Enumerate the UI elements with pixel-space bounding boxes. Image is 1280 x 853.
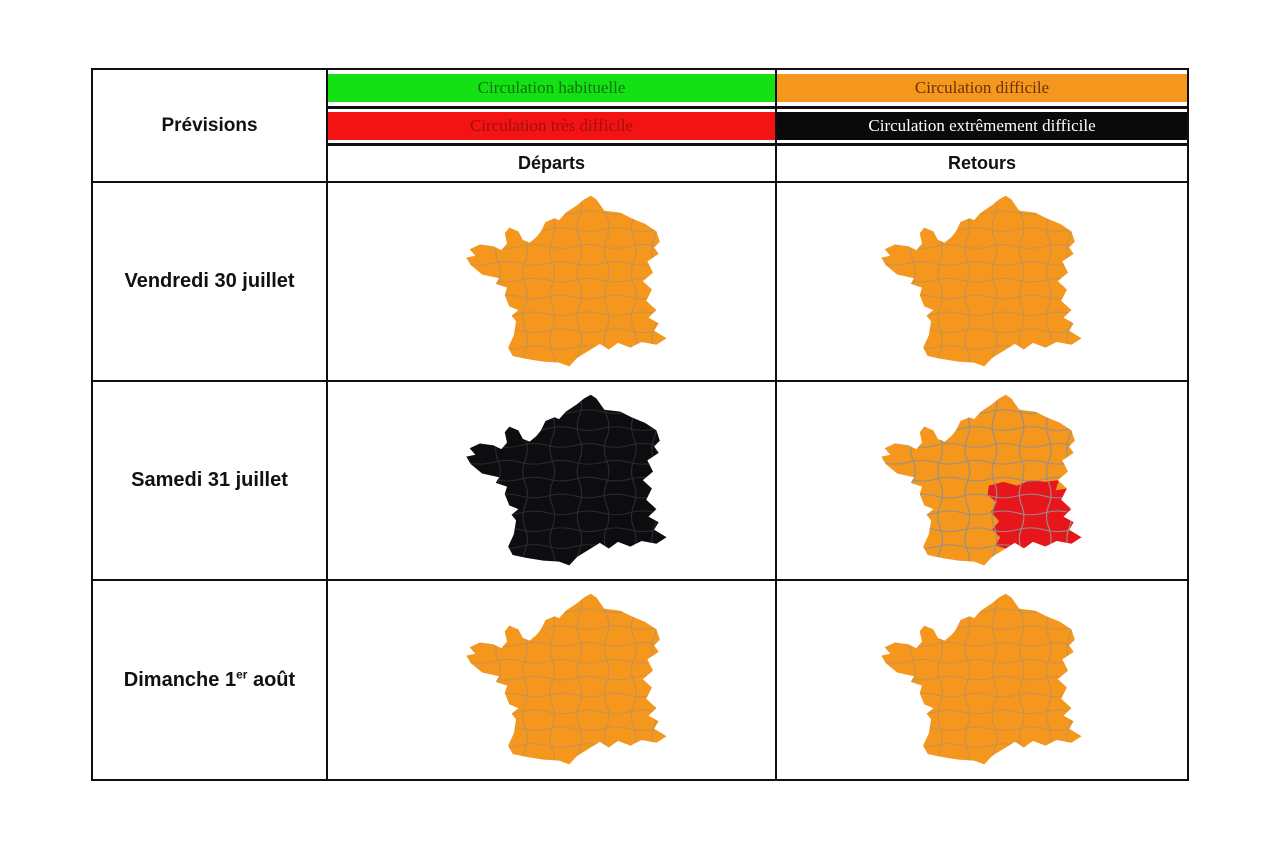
map-cell-dimanche-departs <box>328 581 777 779</box>
map-cell-samedi-retours <box>777 382 1187 581</box>
legend-label: Circulation extrêmement difficile <box>868 116 1096 135</box>
departs-column-header: Départs <box>328 146 777 181</box>
france-map-samedi-departs <box>465 394 667 565</box>
previsions-header: Prévisions <box>93 70 328 183</box>
row-label-dimanche-1er-aout: Dimanche 1er août <box>93 581 328 779</box>
previsions-label: Prévisions <box>161 114 258 136</box>
france-map-vendredi-retours <box>881 195 1082 366</box>
map-cell-samedi-departs <box>328 382 777 581</box>
legend-item-circulation-extremement-difficile: Circulation extrêmement difficile <box>777 112 1187 140</box>
map-cell-dimanche-retours <box>777 581 1187 779</box>
legend-divider <box>328 106 1187 109</box>
legend-row-1: Circulation habituelle Circulation diffi… <box>328 70 1187 106</box>
france-map-dimanche-departs <box>465 593 667 765</box>
legend-label: Circulation habituelle <box>477 78 626 97</box>
legend-row-2: Circulation très difficile Circulation e… <box>328 109 1187 143</box>
legend-divider <box>328 143 1187 146</box>
france-map-dimanche-retours <box>881 593 1082 765</box>
row-label-vendredi-30-juillet: Vendredi 30 juillet <box>93 183 328 382</box>
retours-column-header: Retours <box>947 153 1016 173</box>
france-map-vendredi-departs <box>465 195 667 366</box>
traffic-forecast-table: Prévisions Circulation habituelle Circul… <box>91 68 1189 781</box>
legend-item-circulation-tres-difficile: Circulation très difficile <box>328 112 775 140</box>
legend-label: Circulation très difficile <box>469 116 634 135</box>
map-cell-vendredi-retours <box>777 183 1187 382</box>
legend-item-circulation-habituelle: Circulation habituelle <box>328 74 775 102</box>
direction-header-row: Départs Retours <box>328 146 1187 181</box>
legend-item-circulation-difficile: Circulation difficile <box>777 74 1187 102</box>
france-map-samedi-retours <box>881 394 1082 565</box>
legend-label: Circulation difficile <box>914 78 1050 97</box>
legend-block: Circulation habituelle Circulation diffi… <box>328 70 1187 183</box>
row-label-samedi-31-juillet: Samedi 31 juillet <box>93 382 328 581</box>
map-cell-vendredi-departs <box>328 183 777 382</box>
